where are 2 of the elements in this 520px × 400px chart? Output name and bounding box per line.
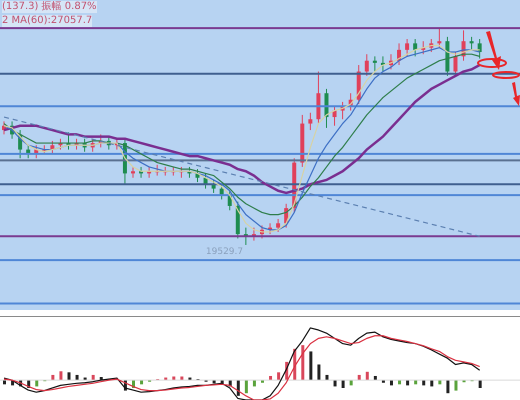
text: (137.3) 振幅 0.87% — [2, 1, 97, 13]
text: 2 MA(60):27057.7 — [2, 15, 92, 27]
